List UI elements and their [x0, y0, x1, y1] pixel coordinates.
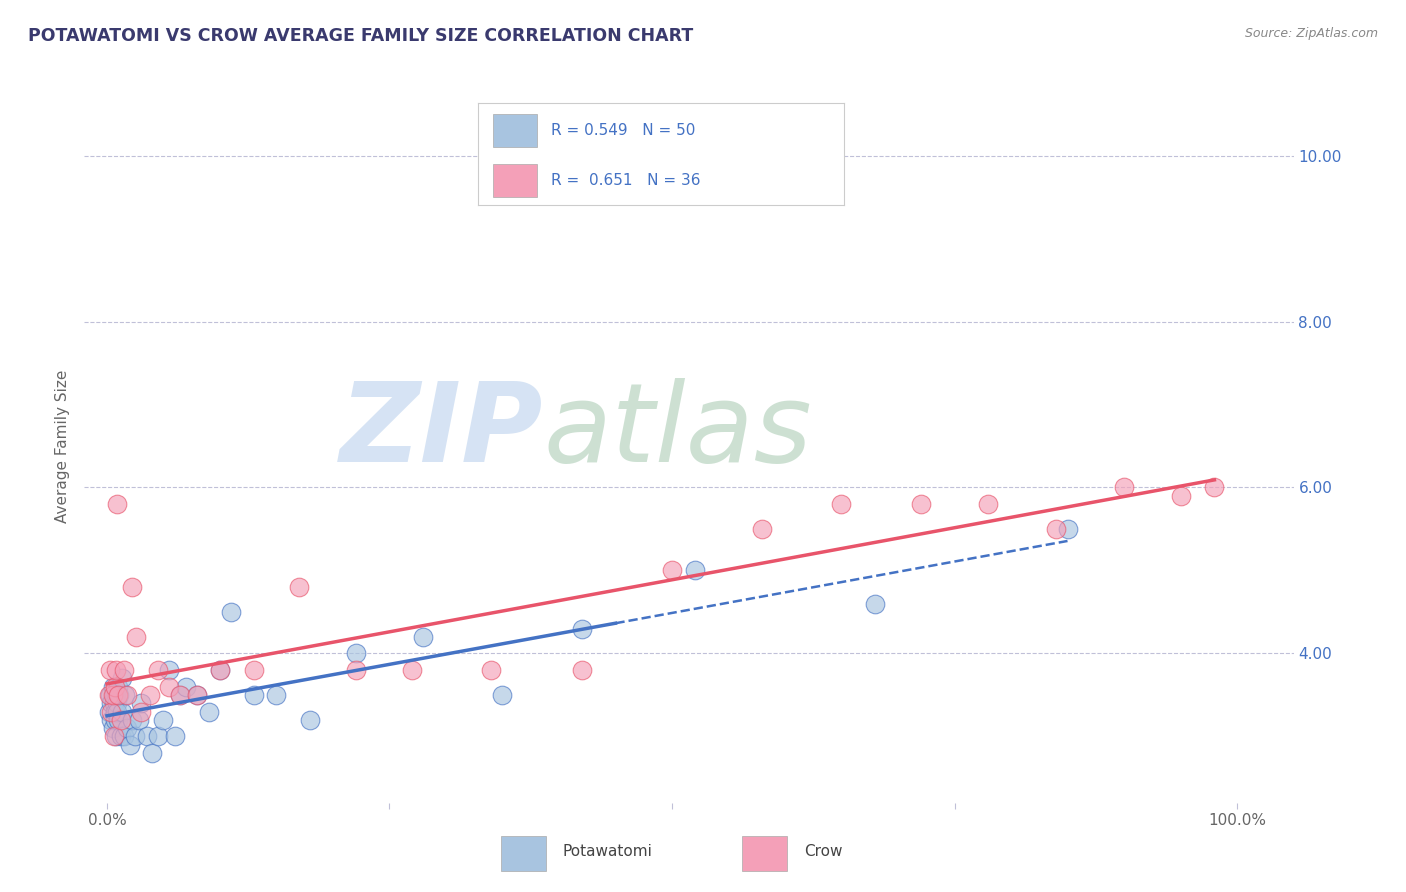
Point — [169, 688, 191, 702]
FancyBboxPatch shape — [492, 164, 537, 197]
Text: POTAWATOMI VS CROW AVERAGE FAMILY SIZE CORRELATION CHART: POTAWATOMI VS CROW AVERAGE FAMILY SIZE C… — [28, 27, 693, 45]
Point — [105, 705, 128, 719]
Point — [1204, 481, 1226, 495]
Point — [141, 746, 163, 760]
Point — [114, 688, 136, 702]
Point — [243, 663, 266, 677]
Point — [101, 721, 124, 735]
Point — [104, 680, 127, 694]
Point — [107, 680, 129, 694]
Point — [121, 713, 143, 727]
Point — [243, 688, 266, 702]
Point — [103, 730, 125, 744]
Point — [110, 730, 132, 744]
Point — [98, 663, 121, 677]
Point — [910, 497, 932, 511]
Text: Source: ZipAtlas.com: Source: ZipAtlas.com — [1244, 27, 1378, 40]
Point — [344, 647, 367, 661]
Point — [186, 688, 208, 702]
Point — [105, 696, 128, 710]
Point — [98, 688, 121, 702]
Point — [98, 705, 121, 719]
Point — [266, 688, 288, 702]
Point — [105, 730, 128, 744]
Point — [571, 622, 593, 636]
Point — [108, 688, 131, 702]
Point — [105, 663, 128, 677]
Point — [100, 705, 122, 719]
Point — [103, 696, 125, 710]
Point — [100, 713, 122, 727]
Point — [288, 580, 311, 594]
Point — [139, 688, 162, 702]
Point — [104, 713, 127, 727]
Point — [98, 688, 121, 702]
Point — [571, 663, 593, 677]
Point — [135, 730, 157, 744]
Point — [146, 730, 169, 744]
Point — [125, 630, 148, 644]
Point — [105, 688, 128, 702]
Point — [186, 688, 208, 702]
Point — [152, 713, 174, 727]
Point — [401, 663, 423, 677]
Point — [112, 663, 135, 677]
Point — [751, 522, 773, 536]
Point — [101, 688, 124, 702]
FancyBboxPatch shape — [492, 114, 537, 146]
Point — [129, 696, 152, 710]
Point — [146, 663, 169, 677]
Point — [105, 497, 128, 511]
Point — [1045, 522, 1067, 536]
Point — [174, 680, 197, 694]
Point — [977, 497, 1000, 511]
Point — [1112, 481, 1135, 495]
Point — [121, 580, 143, 594]
Point — [111, 671, 134, 685]
Point — [129, 705, 152, 719]
Point — [1056, 522, 1078, 536]
Point — [169, 688, 191, 702]
Point — [107, 713, 129, 727]
Point — [412, 630, 434, 644]
Point — [219, 605, 242, 619]
Point — [111, 705, 134, 719]
Point — [157, 663, 180, 677]
Y-axis label: Average Family Size: Average Family Size — [55, 369, 70, 523]
Point — [124, 730, 146, 744]
Point — [163, 730, 186, 744]
Point — [299, 713, 322, 727]
Text: atlas: atlas — [544, 378, 813, 485]
Point — [101, 680, 124, 694]
Point — [197, 705, 219, 719]
Text: ZIP: ZIP — [340, 378, 544, 485]
Text: R =  0.651   N = 36: R = 0.651 N = 36 — [551, 173, 700, 188]
Point — [491, 688, 513, 702]
Point — [104, 705, 127, 719]
Point — [110, 713, 132, 727]
Point — [103, 688, 125, 702]
Point — [344, 663, 367, 677]
Point — [128, 713, 150, 727]
Point — [865, 597, 887, 611]
FancyBboxPatch shape — [742, 837, 787, 871]
Point — [117, 721, 139, 735]
Point — [100, 696, 122, 710]
Point — [1170, 489, 1192, 503]
Point — [208, 663, 231, 677]
FancyBboxPatch shape — [501, 837, 546, 871]
Point — [157, 680, 180, 694]
Point — [831, 497, 853, 511]
Point — [112, 730, 135, 744]
Point — [479, 663, 502, 677]
Text: Potawatomi: Potawatomi — [562, 845, 652, 859]
Point — [208, 663, 231, 677]
Point — [117, 688, 139, 702]
Point — [661, 564, 683, 578]
Text: R = 0.549   N = 50: R = 0.549 N = 50 — [551, 123, 696, 137]
Point — [118, 738, 141, 752]
Point — [107, 688, 129, 702]
Point — [683, 564, 706, 578]
Text: Crow: Crow — [804, 845, 842, 859]
